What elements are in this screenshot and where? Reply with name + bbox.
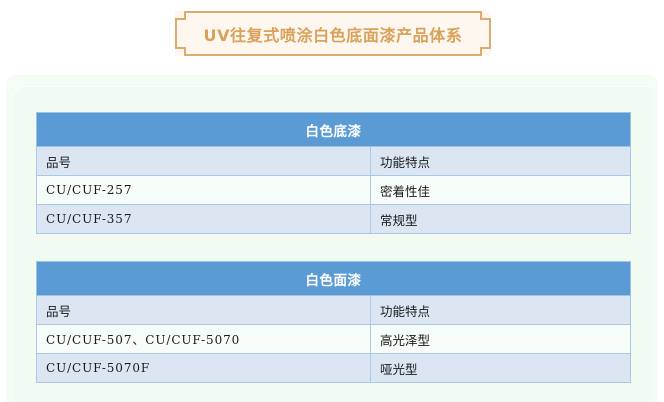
white-primer-table: 白色底漆 品号 功能特点 CU/CUF-257 密着性佳 CU/CUF-357 … — [36, 112, 631, 234]
cell-product-code: CU/CUF-357 — [36, 204, 371, 234]
table-row: CU/CUF-5070F 哑光型 — [36, 353, 631, 383]
table-row: CU/CUF-507、CU/CUF-5070 高光泽型 — [36, 324, 631, 354]
title-banner: UV往复式喷涂白色底面漆产品体系 — [175, 11, 491, 56]
table-row: CU/CUF-257 密着性佳 — [36, 175, 631, 205]
table-header-row: 白色底漆 — [36, 112, 631, 147]
cell-product-feature: 高光泽型 — [370, 324, 631, 354]
corner-bracket-bottom-right-icon — [480, 47, 491, 56]
cell-product-feature: 密着性佳 — [370, 175, 631, 205]
column-header-feature: 功能特点 — [370, 146, 631, 176]
cell-product-feature: 哑光型 — [370, 353, 631, 383]
cell-product-code: CU/CUF-5070F — [36, 353, 371, 383]
table-header-row: 白色面漆 — [36, 261, 631, 296]
column-header-code: 品号 — [36, 295, 371, 325]
corner-bracket-bottom-left-icon — [175, 47, 186, 56]
table-title-primer: 白色底漆 — [36, 112, 631, 147]
page-title: UV往复式喷涂白色底面漆产品体系 — [203, 25, 463, 45]
corner-bracket-top-right-icon — [480, 11, 491, 20]
cell-product-feature: 常规型 — [370, 204, 631, 234]
corner-bracket-top-left-icon — [175, 11, 186, 20]
column-header-feature: 功能特点 — [370, 295, 631, 325]
cell-product-code: CU/CUF-257 — [36, 175, 371, 205]
table-column-header-row: 品号 功能特点 — [36, 295, 631, 325]
table-title-topcoat: 白色面漆 — [36, 261, 631, 296]
white-topcoat-table: 白色面漆 品号 功能特点 CU/CUF-507、CU/CUF-5070 高光泽型… — [36, 261, 631, 383]
column-header-code: 品号 — [36, 146, 371, 176]
table-column-header-row: 品号 功能特点 — [36, 146, 631, 176]
table-row: CU/CUF-357 常规型 — [36, 204, 631, 234]
cell-product-code: CU/CUF-507、CU/CUF-5070 — [36, 324, 371, 354]
